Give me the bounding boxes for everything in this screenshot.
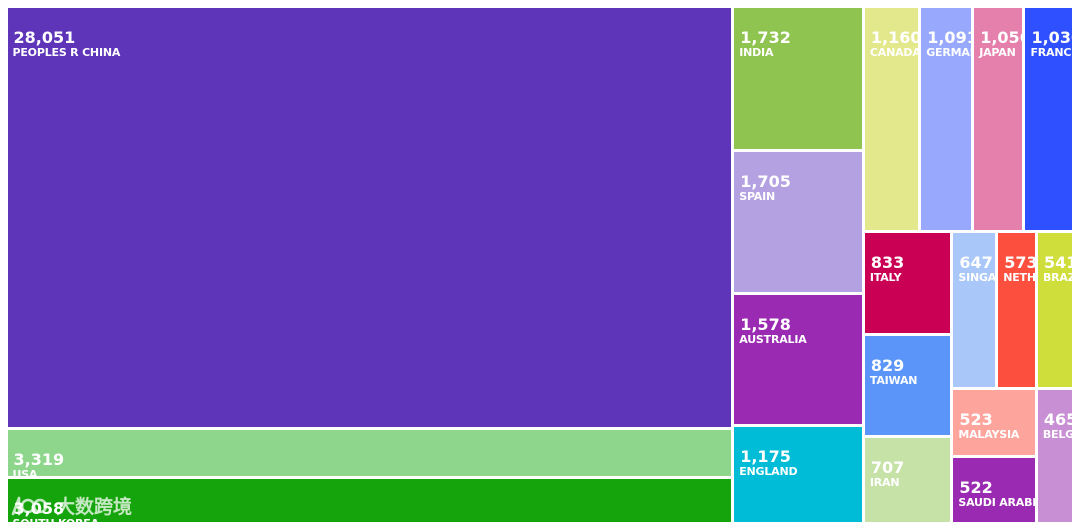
- tile-peoples-r-china: 28,051 PEOPLES R CHINA: [7, 7, 732, 427]
- tile-value: 3,058: [13, 499, 65, 519]
- tile-label: TAIWAN: [869, 373, 918, 387]
- tile-value: 1,091: [927, 27, 971, 47]
- brand-logo-icon: [11, 496, 48, 515]
- tile-label: GERMANY: [926, 45, 971, 59]
- tile-belgium: 465BELGIUM: [1037, 390, 1073, 523]
- brand-watermark-text: 大数跨境: [56, 496, 133, 518]
- tile-label: BRAZIL: [1042, 270, 1073, 284]
- tile-label: IRAN: [869, 476, 900, 490]
- tile-value: 829: [870, 355, 905, 375]
- tile-value: 541: [1043, 252, 1073, 272]
- tile-value: 28,051: [13, 27, 76, 47]
- tile-value: 1,056: [980, 27, 1022, 47]
- brand-watermark: 大数跨境: [10, 492, 132, 519]
- tile-france: 1,030FRANCE: [1025, 7, 1073, 230]
- tile-label: PEOPLES R CHINA: [12, 45, 121, 59]
- tile-label: MALAYSIA: [958, 428, 1020, 442]
- tile-label: ITALY: [869, 270, 902, 284]
- tile-japan: 1,056JAPAN: [974, 7, 1023, 230]
- tile-value: 647: [959, 252, 993, 272]
- tile-netherlands: 573NETHERLANDS: [998, 232, 1035, 388]
- tile-label: NETHERLANDS: [1003, 270, 1035, 284]
- tile-india: 1,732 INDIA: [734, 7, 862, 150]
- tile-value: 1,705: [740, 172, 791, 192]
- tile-iran: 707 IRAN: [864, 438, 951, 523]
- tile-label: JAPAN: [979, 45, 1016, 59]
- tile-value: 523: [959, 410, 993, 430]
- tile-label: BELGIUM: [1042, 428, 1073, 442]
- tile-value: 1,732: [740, 27, 791, 47]
- tile-canada: 1,160 CANADA: [864, 7, 919, 230]
- tile-value: 3,319: [13, 449, 65, 469]
- tile-label: USA: [12, 467, 38, 477]
- tile-malaysia: 523 MALAYSIA: [953, 390, 1035, 455]
- tile-taiwan: 829 TAIWAN: [864, 335, 951, 436]
- tile-value: 1,160: [870, 27, 919, 47]
- tile-value: 522: [959, 477, 993, 497]
- tile-usa: 3,319 USA: [7, 429, 732, 477]
- tile-england: 1,175 ENGLAND: [734, 427, 862, 523]
- tile-label: FRANCE: [1030, 45, 1072, 59]
- tile-value: 833: [870, 252, 905, 272]
- tile-germany: 1,091GERMANY: [921, 7, 972, 230]
- tile-value: 707: [870, 458, 905, 478]
- tile-label: SAUDI ARABIA: [958, 495, 1035, 509]
- tile-label: AUSTRALIA: [739, 333, 807, 347]
- tile-australia: 1,578 AUSTRALIA: [734, 295, 862, 425]
- tile-label: SOUTH KOREA: [13, 517, 100, 522]
- tile-label: INDIA: [739, 45, 774, 59]
- tile-brazil: 541BRAZIL: [1037, 232, 1073, 388]
- tile-italy: 833 ITALY: [864, 232, 951, 333]
- tile-value: 573: [1004, 252, 1035, 272]
- tile-singapore: 647SINGAPORE: [953, 232, 996, 388]
- tile-value: 1,578: [740, 315, 791, 335]
- tile-value: 465: [1043, 410, 1073, 430]
- tile-south-korea: 3,058SOUTH KOREA: [7, 479, 732, 523]
- tile-value: 1,030: [1031, 27, 1072, 47]
- tile-label: SINGAPORE: [958, 270, 996, 284]
- tile-label: ENGLAND: [739, 465, 798, 479]
- tile-label: CANADA: [869, 45, 919, 59]
- tile-spain: 1,705 SPAIN: [734, 152, 862, 293]
- tile-label: SPAIN: [739, 190, 776, 204]
- tile-value: 1,175: [740, 447, 791, 467]
